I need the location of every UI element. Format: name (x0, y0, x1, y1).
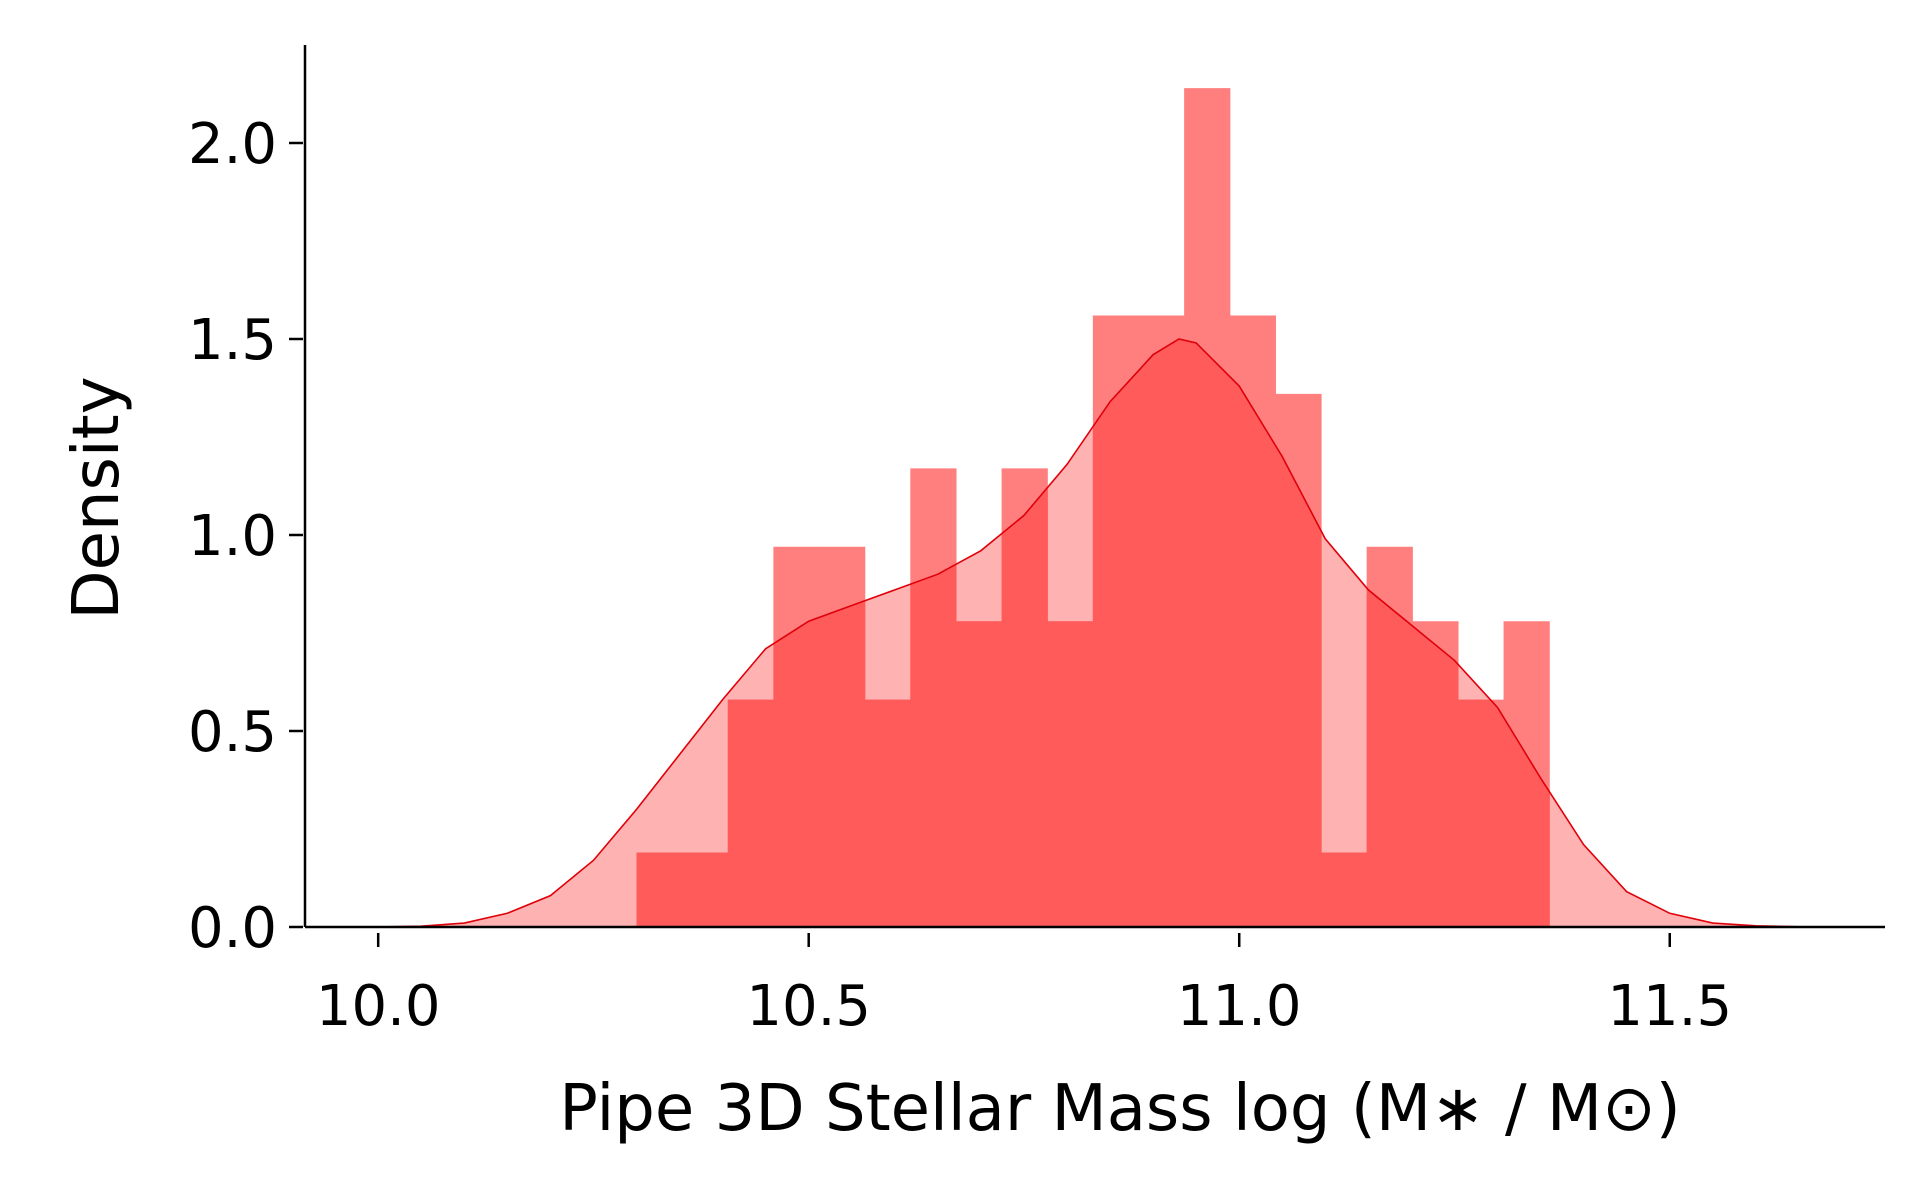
plot-area (378, 88, 1842, 928)
histogram-bar-overlap (1229, 339, 1276, 927)
histogram-bar-overlap (864, 699, 911, 927)
y-axis-label: Density (60, 376, 134, 619)
y-tick-label: 1.5 (188, 308, 277, 373)
histogram-bar-overlap (636, 852, 683, 927)
x-tick-label: 10.0 (316, 974, 441, 1039)
x-axis-label: Pipe 3D Stellar Mass log (M∗ / M⊙) (559, 1072, 1680, 1146)
histogram-bar-overlap (1092, 339, 1140, 927)
histogram-bar-overlap (1001, 468, 1048, 927)
kde-curve (378, 338, 1842, 928)
histogram-bar-overlap (1412, 621, 1459, 927)
y-axis-ticks: 0.0 0.5 1.0 1.5 2.0 (188, 112, 303, 961)
histogram-bar-overlap (1321, 852, 1368, 927)
histogram-bar-overlap (727, 699, 774, 927)
histogram-bar-overlap (682, 852, 729, 927)
y-tick-label: 2.0 (188, 112, 277, 177)
y-tick-label: 0.5 (188, 700, 277, 765)
axes: 10.0 10.5 11.0 11.5 0.0 0.5 1.0 1.5 2.0 Pipe 3D… (60, 45, 1885, 1146)
x-tick-label: 11.5 (1607, 974, 1732, 1039)
histogram-bar-overlap (1138, 339, 1185, 927)
x-tick-label: 10.5 (746, 974, 871, 1039)
y-tick-label: 1.0 (188, 504, 277, 569)
histogram-bar-overlap (1457, 699, 1505, 927)
histogram-bar-overlap (1184, 339, 1231, 927)
x-tick-label: 11.0 (1177, 974, 1302, 1039)
histogram-bar-overlap (955, 621, 1003, 927)
histogram-bar-overlap (1047, 621, 1094, 927)
x-axis-ticks: 10.0 10.5 11.0 11.5 (316, 933, 1732, 1039)
y-tick-label: 0.0 (188, 896, 277, 961)
overlap-region (636, 339, 1550, 927)
